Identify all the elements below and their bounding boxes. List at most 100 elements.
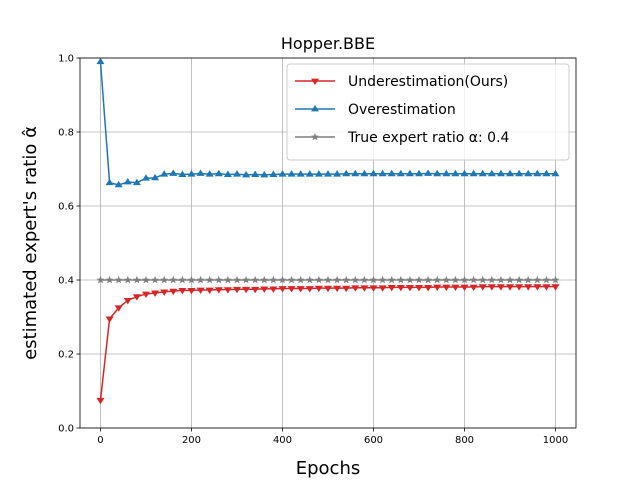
data-point: [169, 275, 178, 284]
legend-label: Overestimation: [348, 102, 456, 118]
data-point: [305, 275, 314, 284]
data-point: [451, 169, 460, 177]
data-point: [187, 287, 196, 295]
data-point: [515, 169, 524, 177]
data-point: [214, 169, 223, 177]
data-point: [551, 284, 560, 291]
data-point: [524, 284, 533, 291]
data-point: [141, 174, 150, 181]
data-point: [515, 275, 524, 284]
data-point: [360, 285, 369, 292]
x-tick-label: 0: [97, 435, 103, 446]
legend-marker: [311, 78, 319, 85]
data-point: [314, 285, 323, 293]
data-point: [478, 169, 487, 177]
data-point: [278, 170, 287, 177]
data-point: [114, 180, 123, 188]
data-point: [114, 305, 123, 312]
y-tick-label: 0.6: [58, 202, 74, 213]
data-point: [442, 169, 451, 177]
data-point: [496, 169, 505, 177]
data-point: [469, 169, 478, 177]
data-point: [542, 284, 551, 291]
data-point: [123, 177, 132, 185]
data-point: [260, 275, 269, 284]
data-point: [333, 170, 342, 177]
data-point: [160, 170, 169, 177]
data-point: [141, 291, 150, 299]
data-point: [160, 289, 169, 296]
data-point: [242, 286, 251, 294]
data-point: [433, 284, 442, 292]
data-point: [287, 170, 296, 177]
data-point: [305, 170, 314, 177]
data-point: [342, 169, 351, 177]
data-point: [542, 169, 551, 177]
data-point: [387, 285, 396, 292]
data-point: [305, 286, 314, 293]
data-point: [487, 284, 496, 291]
data-point: [460, 169, 469, 177]
series-group: [96, 57, 560, 405]
legend: Underestimation(Ours) Overestimation True …: [286, 63, 570, 161]
data-point: [533, 284, 542, 291]
data-point: [524, 169, 533, 177]
data-point: [196, 169, 205, 176]
data-point: [251, 275, 260, 284]
legend-label: True expert ratio α: 0.4: [347, 130, 510, 146]
data-point: [123, 297, 132, 305]
data-point: [223, 287, 232, 294]
data-point: [405, 169, 414, 177]
data-point: [369, 285, 378, 292]
data-point: [233, 275, 241, 284]
data-point: [96, 397, 105, 405]
data-point: [151, 290, 160, 297]
y-tick-label: 0.4: [58, 276, 74, 287]
data-point: [360, 275, 369, 284]
legend-marker: [311, 105, 319, 112]
data-point: [269, 275, 278, 284]
data-point: [296, 170, 305, 177]
data-point: [132, 294, 141, 301]
data-point: [205, 275, 214, 284]
data-point: [178, 170, 187, 177]
data-point: [333, 275, 342, 284]
data-point: [278, 275, 287, 284]
data-point: [524, 275, 533, 284]
data-point: [242, 170, 251, 178]
data-point: [460, 284, 469, 292]
data-point: [415, 275, 423, 284]
data-point: [324, 285, 332, 293]
x-axis-title: Epochs: [296, 458, 361, 479]
data-point: [151, 275, 160, 284]
x-tick-label: 400: [273, 435, 292, 446]
y-tick-label: 0.2: [58, 350, 74, 361]
data-point: [178, 287, 187, 295]
data-point: [96, 57, 105, 65]
data-point: [369, 275, 378, 284]
data-point: [415, 285, 424, 292]
data-point: [551, 275, 560, 284]
data-point: [196, 275, 205, 284]
data-point: [205, 287, 214, 294]
data-point: [160, 275, 169, 284]
y-axis-title: estimated expert's ratio α̂: [20, 126, 41, 360]
data-point: [169, 288, 178, 296]
data-point: [424, 275, 433, 284]
y-tick-label: 0.0: [58, 424, 74, 435]
data-point: [378, 285, 387, 292]
legend-box: [286, 63, 570, 161]
data-point: [141, 275, 150, 284]
data-point: [287, 275, 296, 284]
data-point: [214, 287, 223, 294]
data-point: [542, 275, 551, 284]
data-point: [515, 284, 524, 291]
data-point: [278, 286, 287, 293]
legend-marker: [311, 132, 319, 141]
data-point: [314, 170, 323, 177]
data-point: [269, 170, 278, 177]
data-point: [223, 275, 232, 284]
data-point: [251, 170, 260, 177]
data-point: [533, 275, 542, 284]
